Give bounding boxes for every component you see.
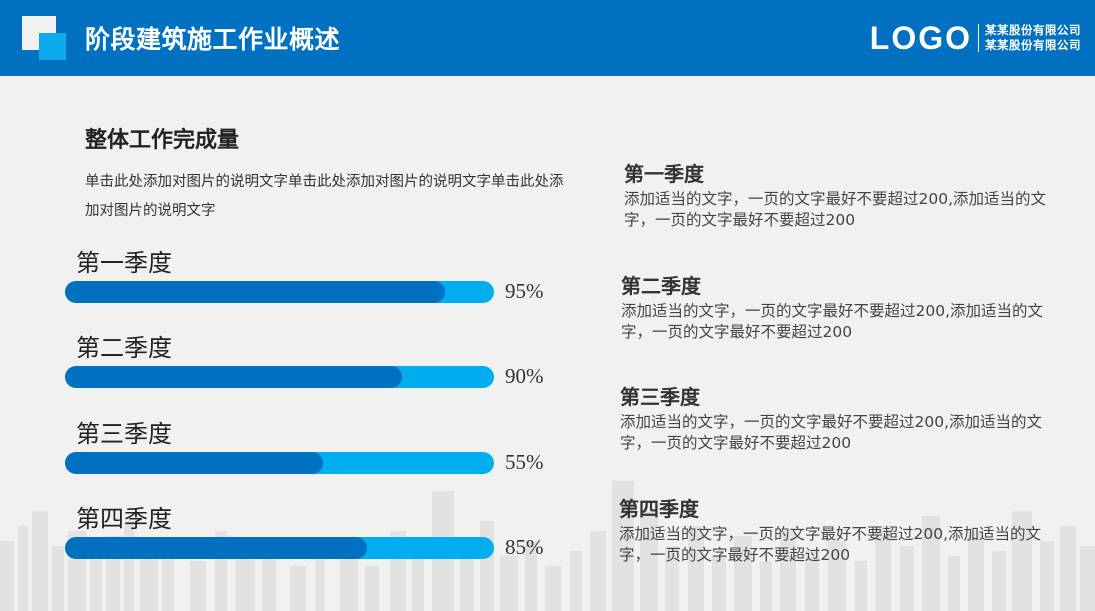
progress-fill (65, 366, 402, 388)
progress-value: 95% (505, 279, 544, 303)
brand-divider (978, 24, 979, 52)
brand-logo: LOGO 某某股份有限公司 某某股份有限公司 (870, 18, 1081, 58)
overview-title: 整体工作完成量 (85, 128, 240, 153)
overview-description: 单击此处添加对图片的说明文字单击此处添加对图片的说明文字单击此处添加对图片的说明… (85, 174, 564, 219)
progress-track (65, 537, 494, 559)
quarter-title: 第二季度 (621, 274, 701, 298)
quarter-block-q4: 第四季度 添加适当的文字，一页的文字最好不要超过200,添加适当的文字，一页的文… (619, 496, 1049, 566)
progress-value: 85% (505, 535, 544, 559)
progress-label: 第二季度 (76, 334, 172, 362)
progress-label: 第四季度 (76, 505, 172, 533)
progress-fill (65, 452, 323, 474)
quarter-title: 第一季度 (624, 162, 704, 186)
logo-squares-icon (22, 16, 66, 60)
quarter-text: 添加适当的文字，一页的文字最好不要超过200,添加适当的文字，一页的文字最好不要… (619, 525, 1042, 564)
logo-square-front (39, 33, 66, 60)
company-name-2: 某某股份有限公司 (985, 38, 1081, 52)
progress-label: 第一季度 (76, 249, 172, 277)
quarter-block-q1: 第一季度 添加适当的文字，一页的文字最好不要超过200,添加适当的文字，一页的文… (624, 161, 1054, 231)
header-bar: 阶段建筑施工作业概述 LOGO 某某股份有限公司 某某股份有限公司 (0, 0, 1095, 76)
progress-track (65, 281, 494, 303)
progress-fill (65, 281, 445, 303)
progress-fill (65, 537, 367, 559)
quarter-title: 第三季度 (620, 385, 700, 409)
quarter-title: 第四季度 (619, 497, 699, 521)
progress-value: 90% (505, 364, 544, 388)
quarter-block-q2: 第二季度 添加适当的文字，一页的文字最好不要超过200,添加适当的文字，一页的文… (621, 273, 1051, 343)
quarter-block-q3: 第三季度 添加适当的文字，一页的文字最好不要超过200,添加适当的文字，一页的文… (620, 384, 1050, 454)
progress-label: 第三季度 (76, 420, 172, 448)
company-name-1: 某某股份有限公司 (985, 23, 1081, 37)
quarter-text: 添加适当的文字，一页的文字最好不要超过200,添加适当的文字，一页的文字最好不要… (620, 413, 1043, 452)
page-title: 阶段建筑施工作业概述 (85, 25, 341, 54)
quarter-text: 添加适当的文字，一页的文字最好不要超过200,添加适当的文字，一页的文字最好不要… (621, 302, 1044, 341)
progress-track (65, 452, 494, 474)
company-names: 某某股份有限公司 某某股份有限公司 (985, 23, 1081, 53)
logo-text: LOGO (869, 19, 972, 56)
quarter-text: 添加适当的文字，一页的文字最好不要超过200,添加适当的文字，一页的文字最好不要… (624, 190, 1047, 229)
progress-track (65, 366, 494, 388)
progress-value: 55% (505, 450, 544, 474)
